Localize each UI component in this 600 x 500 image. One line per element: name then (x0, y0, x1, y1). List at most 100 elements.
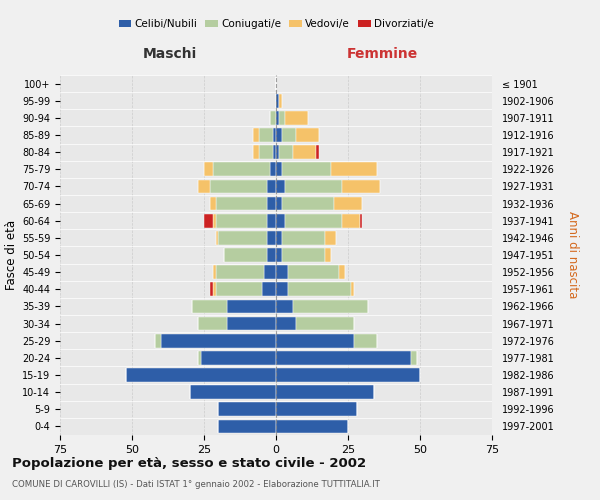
Bar (253, 146, 259, 159)
Bar (342, 214, 359, 228)
Bar (284, 111, 308, 124)
Bar (270, 111, 276, 124)
Bar (316, 146, 319, 159)
Bar (215, 282, 262, 296)
Bar (193, 300, 227, 314)
Bar (210, 196, 215, 210)
Bar (334, 196, 362, 210)
Bar (296, 316, 354, 330)
Bar (276, 94, 279, 108)
Bar (279, 146, 293, 159)
Bar (212, 282, 215, 296)
Bar (276, 402, 356, 416)
Bar (215, 214, 268, 228)
Bar (259, 146, 273, 159)
Text: Maschi: Maschi (142, 48, 197, 62)
Bar (215, 196, 268, 210)
Bar (284, 180, 342, 194)
Bar (212, 162, 270, 176)
Bar (161, 334, 276, 347)
Bar (268, 248, 276, 262)
Bar (224, 248, 268, 262)
Bar (276, 248, 282, 262)
Bar (268, 180, 276, 194)
Bar (212, 214, 215, 228)
Bar (270, 162, 276, 176)
Y-axis label: Anni di nascita: Anni di nascita (566, 212, 579, 298)
Bar (287, 282, 351, 296)
Bar (282, 231, 325, 244)
Bar (282, 162, 331, 176)
Bar (276, 351, 412, 364)
Bar (204, 214, 212, 228)
Bar (126, 368, 276, 382)
Bar (276, 214, 284, 228)
Bar (276, 300, 293, 314)
Bar (212, 266, 215, 279)
Bar (340, 266, 345, 279)
Bar (276, 180, 284, 194)
Bar (265, 266, 276, 279)
Bar (276, 266, 287, 279)
Bar (282, 248, 325, 262)
Bar (276, 111, 279, 124)
Text: COMUNE DI CAROVILLI (IS) - Dati ISTAT 1° gennaio 2002 - Elaborazione TUTTITALIA.: COMUNE DI CAROVILLI (IS) - Dati ISTAT 1°… (12, 480, 380, 489)
Bar (325, 248, 331, 262)
Bar (276, 231, 282, 244)
Bar (342, 180, 380, 194)
Bar (354, 334, 377, 347)
Bar (287, 266, 340, 279)
Bar (262, 282, 276, 296)
Bar (276, 316, 296, 330)
Bar (268, 214, 276, 228)
Bar (210, 180, 268, 194)
Bar (201, 351, 276, 364)
Bar (276, 368, 420, 382)
Bar (276, 420, 348, 434)
Bar (279, 94, 282, 108)
Text: Popolazione per età, sesso e stato civile - 2002: Popolazione per età, sesso e stato civil… (12, 458, 366, 470)
Bar (284, 214, 342, 228)
Bar (351, 282, 354, 296)
Bar (276, 282, 287, 296)
Bar (276, 146, 279, 159)
Bar (215, 231, 218, 244)
Bar (412, 351, 417, 364)
Bar (227, 300, 276, 314)
Bar (218, 402, 276, 416)
Bar (198, 351, 201, 364)
Bar (276, 196, 282, 210)
Bar (276, 334, 354, 347)
Bar (293, 146, 316, 159)
Bar (276, 162, 282, 176)
Bar (325, 231, 337, 244)
Bar (331, 162, 377, 176)
Bar (259, 128, 273, 142)
Bar (282, 196, 334, 210)
Bar (218, 420, 276, 434)
Bar (293, 300, 368, 314)
Bar (268, 231, 276, 244)
Bar (268, 196, 276, 210)
Bar (198, 316, 227, 330)
Bar (276, 386, 374, 399)
Bar (190, 386, 276, 399)
Bar (218, 231, 268, 244)
Bar (204, 162, 212, 176)
Bar (279, 111, 284, 124)
Bar (253, 128, 259, 142)
Bar (215, 266, 265, 279)
Bar (359, 214, 362, 228)
Bar (227, 316, 276, 330)
Bar (198, 180, 210, 194)
Text: Femmine: Femmine (347, 48, 418, 62)
Bar (273, 128, 276, 142)
Bar (282, 128, 296, 142)
Bar (273, 146, 276, 159)
Bar (155, 334, 161, 347)
Legend: Celibi/Nubili, Coniugati/e, Vedovi/e, Divorziati/e: Celibi/Nubili, Coniugati/e, Vedovi/e, Di… (119, 19, 433, 29)
Y-axis label: Fasce di età: Fasce di età (5, 220, 18, 290)
Bar (296, 128, 319, 142)
Bar (210, 282, 212, 296)
Bar (276, 128, 282, 142)
